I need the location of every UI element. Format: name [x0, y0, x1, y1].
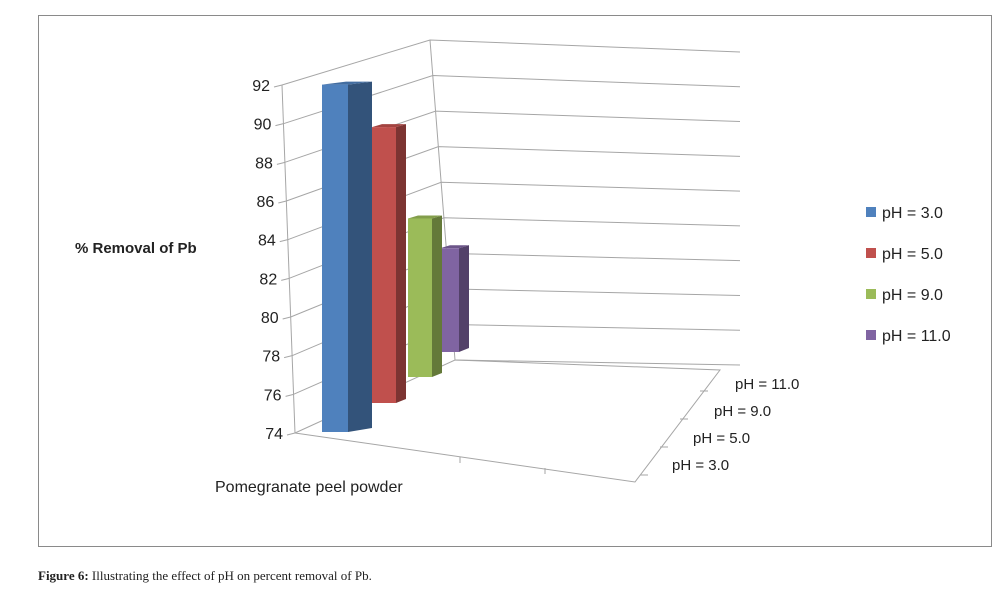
- legend-swatch: [866, 248, 876, 258]
- x-category-label: Pomegranate peel powder: [215, 479, 403, 496]
- y-axis-title: % Removal of Pb: [75, 240, 197, 257]
- bar-pH-9-0: [408, 218, 432, 377]
- bar-top: [440, 245, 469, 249]
- y-tick: [278, 200, 287, 204]
- bar-top: [322, 81, 372, 85]
- bar-top: [372, 124, 406, 128]
- y-tick-label: 80: [261, 310, 279, 327]
- bar-top: [408, 215, 442, 219]
- chart-frame: [38, 15, 992, 547]
- bar-side: [432, 215, 442, 377]
- y-tick: [285, 393, 294, 397]
- y-tick-label: 84: [258, 233, 276, 250]
- figure-caption: Figure 6: Illustrating the effect of pH …: [38, 568, 372, 584]
- legend-label: pH = 9.0: [882, 287, 943, 304]
- bar-pH-5-0: [372, 127, 396, 403]
- bar-side: [396, 124, 406, 403]
- y-tick: [283, 355, 293, 359]
- bar-side: [459, 245, 469, 352]
- y-tick-label: 78: [262, 349, 280, 366]
- legend-label: pH = 5.0: [882, 246, 943, 263]
- legend-swatch: [866, 330, 876, 340]
- y-tick: [286, 432, 296, 436]
- y-tick: [282, 316, 291, 320]
- depth-label: pH = 11.0: [735, 376, 799, 393]
- y-tick-label: 86: [257, 194, 275, 211]
- depth-label: pH = 5.0: [693, 430, 750, 447]
- floor-edge: [294, 359, 721, 483]
- caption-text: Illustrating the effect of pH on percent…: [88, 568, 372, 583]
- y-tick: [275, 123, 284, 127]
- y-tick-label: 88: [255, 155, 273, 172]
- caption-label: Figure 6:: [38, 568, 89, 583]
- depth-label: pH = 3.0: [672, 457, 729, 474]
- y-tick-label: 92: [252, 78, 270, 95]
- bar-pH-3-0: [322, 84, 348, 432]
- y-tick-label: 74: [265, 426, 283, 443]
- y-tick: [273, 84, 283, 88]
- y-tick: [276, 161, 286, 165]
- y-tick-label: 82: [259, 271, 277, 288]
- bar-pH-11-0: [440, 248, 459, 352]
- depth-label: pH = 9.0: [714, 403, 771, 420]
- legend-label: pH = 11.0: [882, 328, 951, 345]
- legend-label: pH = 3.0: [882, 205, 943, 222]
- bar-side: [348, 81, 372, 432]
- legend-swatch: [866, 207, 876, 217]
- legend-swatch: [866, 289, 876, 299]
- y-axis: [281, 84, 296, 434]
- y-tick: [281, 277, 290, 281]
- y-tick-label: 76: [264, 387, 282, 404]
- y-tick-label: 90: [254, 117, 272, 134]
- y-tick: [279, 239, 288, 243]
